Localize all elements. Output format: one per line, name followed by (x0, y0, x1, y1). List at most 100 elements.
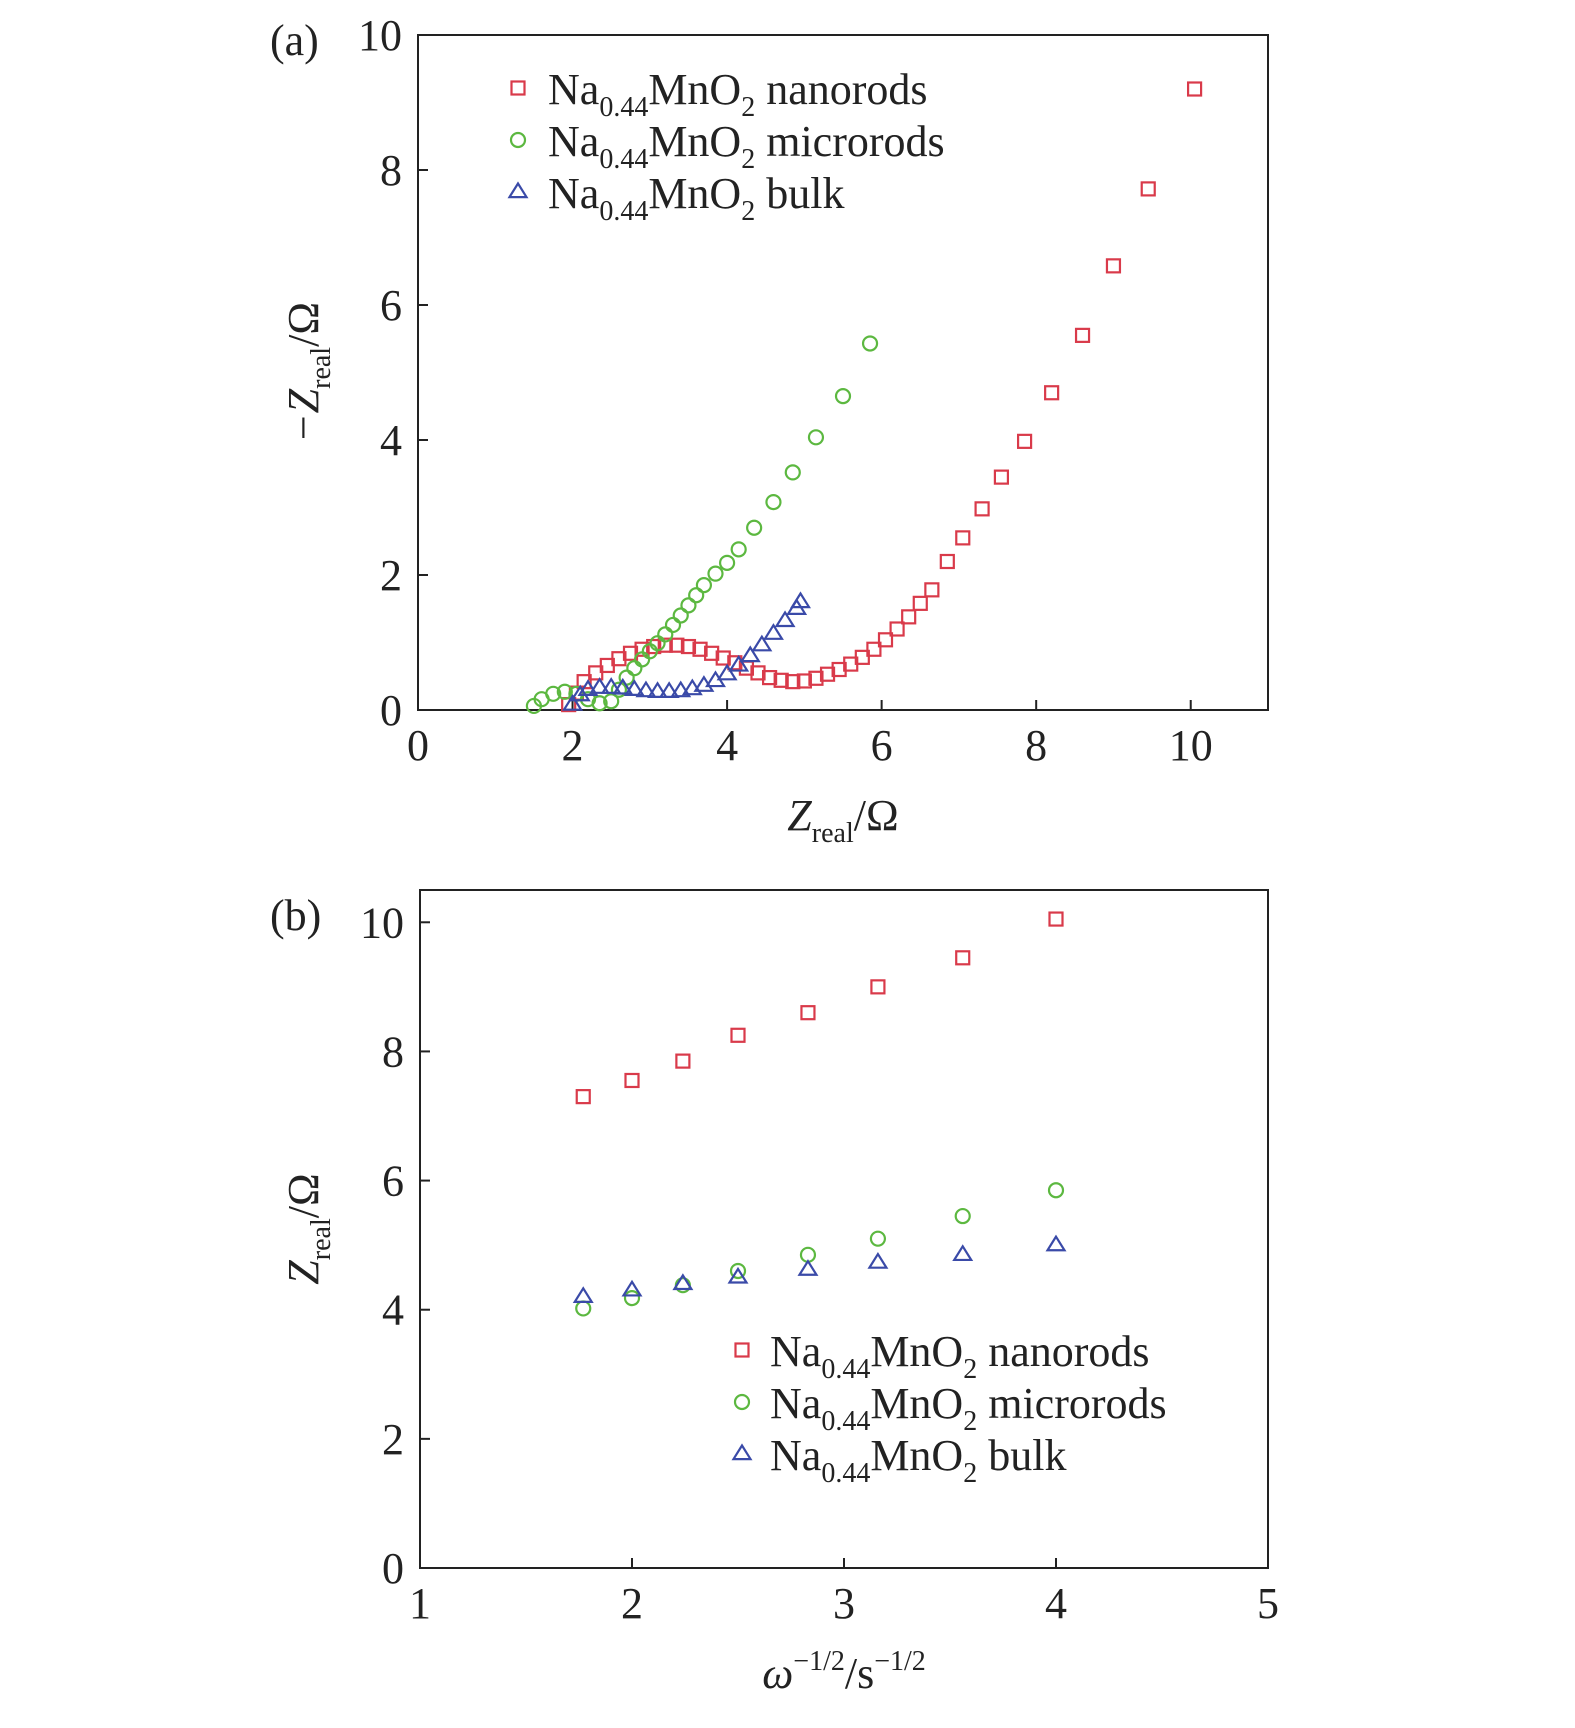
data-point (641, 643, 658, 660)
y-tick-label: 2 (380, 551, 402, 600)
data-point (866, 641, 882, 657)
panel-label: (a) (270, 16, 319, 65)
data-point (669, 637, 685, 653)
data-point (774, 610, 796, 628)
plot-frame (417, 34, 1269, 711)
data-point (870, 979, 886, 995)
data-point (1140, 181, 1156, 197)
data-point (657, 637, 673, 653)
data-point (569, 684, 591, 702)
data-point (672, 1273, 694, 1291)
series-microrods (525, 335, 879, 715)
x-tick-label: 0 (407, 721, 429, 770)
data-point (790, 591, 811, 609)
data-point (635, 680, 657, 698)
data-point (974, 501, 990, 517)
x-tick-label: 3 (833, 1579, 855, 1628)
data-point (649, 635, 666, 652)
data-point (591, 695, 608, 712)
data-point (623, 1289, 641, 1307)
y-tick-label: 2 (382, 1415, 404, 1464)
data-point (955, 950, 971, 966)
data-point (612, 677, 634, 695)
series-bulk (562, 591, 811, 711)
data-point (751, 634, 773, 652)
data-point (646, 638, 662, 655)
data-point (657, 626, 674, 643)
x-tick-label: 4 (716, 721, 738, 770)
data-point (1105, 258, 1122, 274)
data-point (807, 429, 825, 446)
legend-entry: Na0.44MnO2 bulk (770, 1431, 1066, 1489)
data-point (1186, 81, 1203, 97)
data-point (556, 683, 573, 700)
legend-marker (509, 131, 527, 149)
data-point (1047, 1182, 1065, 1199)
data-point (664, 616, 682, 634)
x-axis-label: Zreal/Ω (787, 791, 898, 849)
data-point (867, 1252, 889, 1269)
data-point (762, 623, 784, 640)
data-point (600, 677, 622, 694)
data-point (730, 541, 747, 558)
chart-panel-a: (a) 0 2 4 6 8 10 0 2 4 6 8 10 Zreal/Ω −Zreal/Ω Na0.44Mn… (270, 11, 1269, 849)
data-point (808, 670, 824, 686)
data-point (739, 645, 761, 663)
data-point (796, 673, 812, 689)
y-axis-label: −Zreal/Ω (279, 302, 337, 443)
data-point (912, 595, 928, 611)
data-point (924, 582, 940, 598)
series-bulk (572, 1234, 1067, 1304)
data-point (715, 650, 731, 666)
legend-entry: Na0.44MnO2 nanorods (548, 65, 928, 123)
data-point (1048, 911, 1064, 927)
data-point (746, 519, 763, 536)
series-microrods (575, 1182, 1065, 1317)
data-point (727, 1266, 749, 1284)
data-point (800, 1005, 816, 1021)
data-point (889, 621, 905, 637)
data-point (634, 641, 650, 657)
data-point (728, 654, 750, 672)
y-tick-label: 6 (382, 1157, 404, 1206)
x-tick-label: 8 (1025, 721, 1047, 770)
data-point (1074, 327, 1091, 343)
data-point (688, 587, 705, 604)
data-point (797, 1259, 819, 1276)
legend-marker (734, 1342, 750, 1358)
data-point (647, 681, 669, 698)
data-point (1045, 1234, 1067, 1252)
x-tick-label: 10 (1169, 721, 1213, 770)
data-point (577, 679, 599, 696)
data-point (1016, 433, 1033, 449)
y-tick-label: 0 (380, 686, 402, 735)
legend-entry: Na0.44MnO2 bulk (548, 169, 844, 227)
data-point (589, 677, 611, 694)
y-tick-label: 10 (360, 898, 404, 947)
legend-marker (507, 181, 529, 199)
data-point (773, 672, 789, 688)
data-point (750, 665, 766, 681)
data-point (834, 388, 852, 405)
data-point (718, 554, 736, 571)
y-tick-label: 4 (382, 1286, 404, 1335)
data-point (1044, 385, 1060, 401)
data-point (610, 681, 628, 698)
data-point (545, 685, 562, 702)
y-tick-label: 8 (382, 1027, 404, 1076)
data-point (603, 693, 620, 710)
data-point (675, 1053, 691, 1069)
data-point (572, 1286, 594, 1304)
legend-marker (731, 1443, 753, 1461)
y-tick-label: 10 (358, 11, 402, 60)
y-tick-label: 4 (380, 416, 402, 465)
data-point (695, 577, 713, 594)
x-tick-label: 4 (1045, 1579, 1067, 1628)
data-point (869, 1230, 887, 1247)
data-point (626, 660, 643, 677)
data-point (704, 645, 720, 661)
data-point (784, 464, 801, 481)
y-tick-label: 0 (382, 1544, 404, 1593)
panel-label: (b) (270, 891, 321, 940)
